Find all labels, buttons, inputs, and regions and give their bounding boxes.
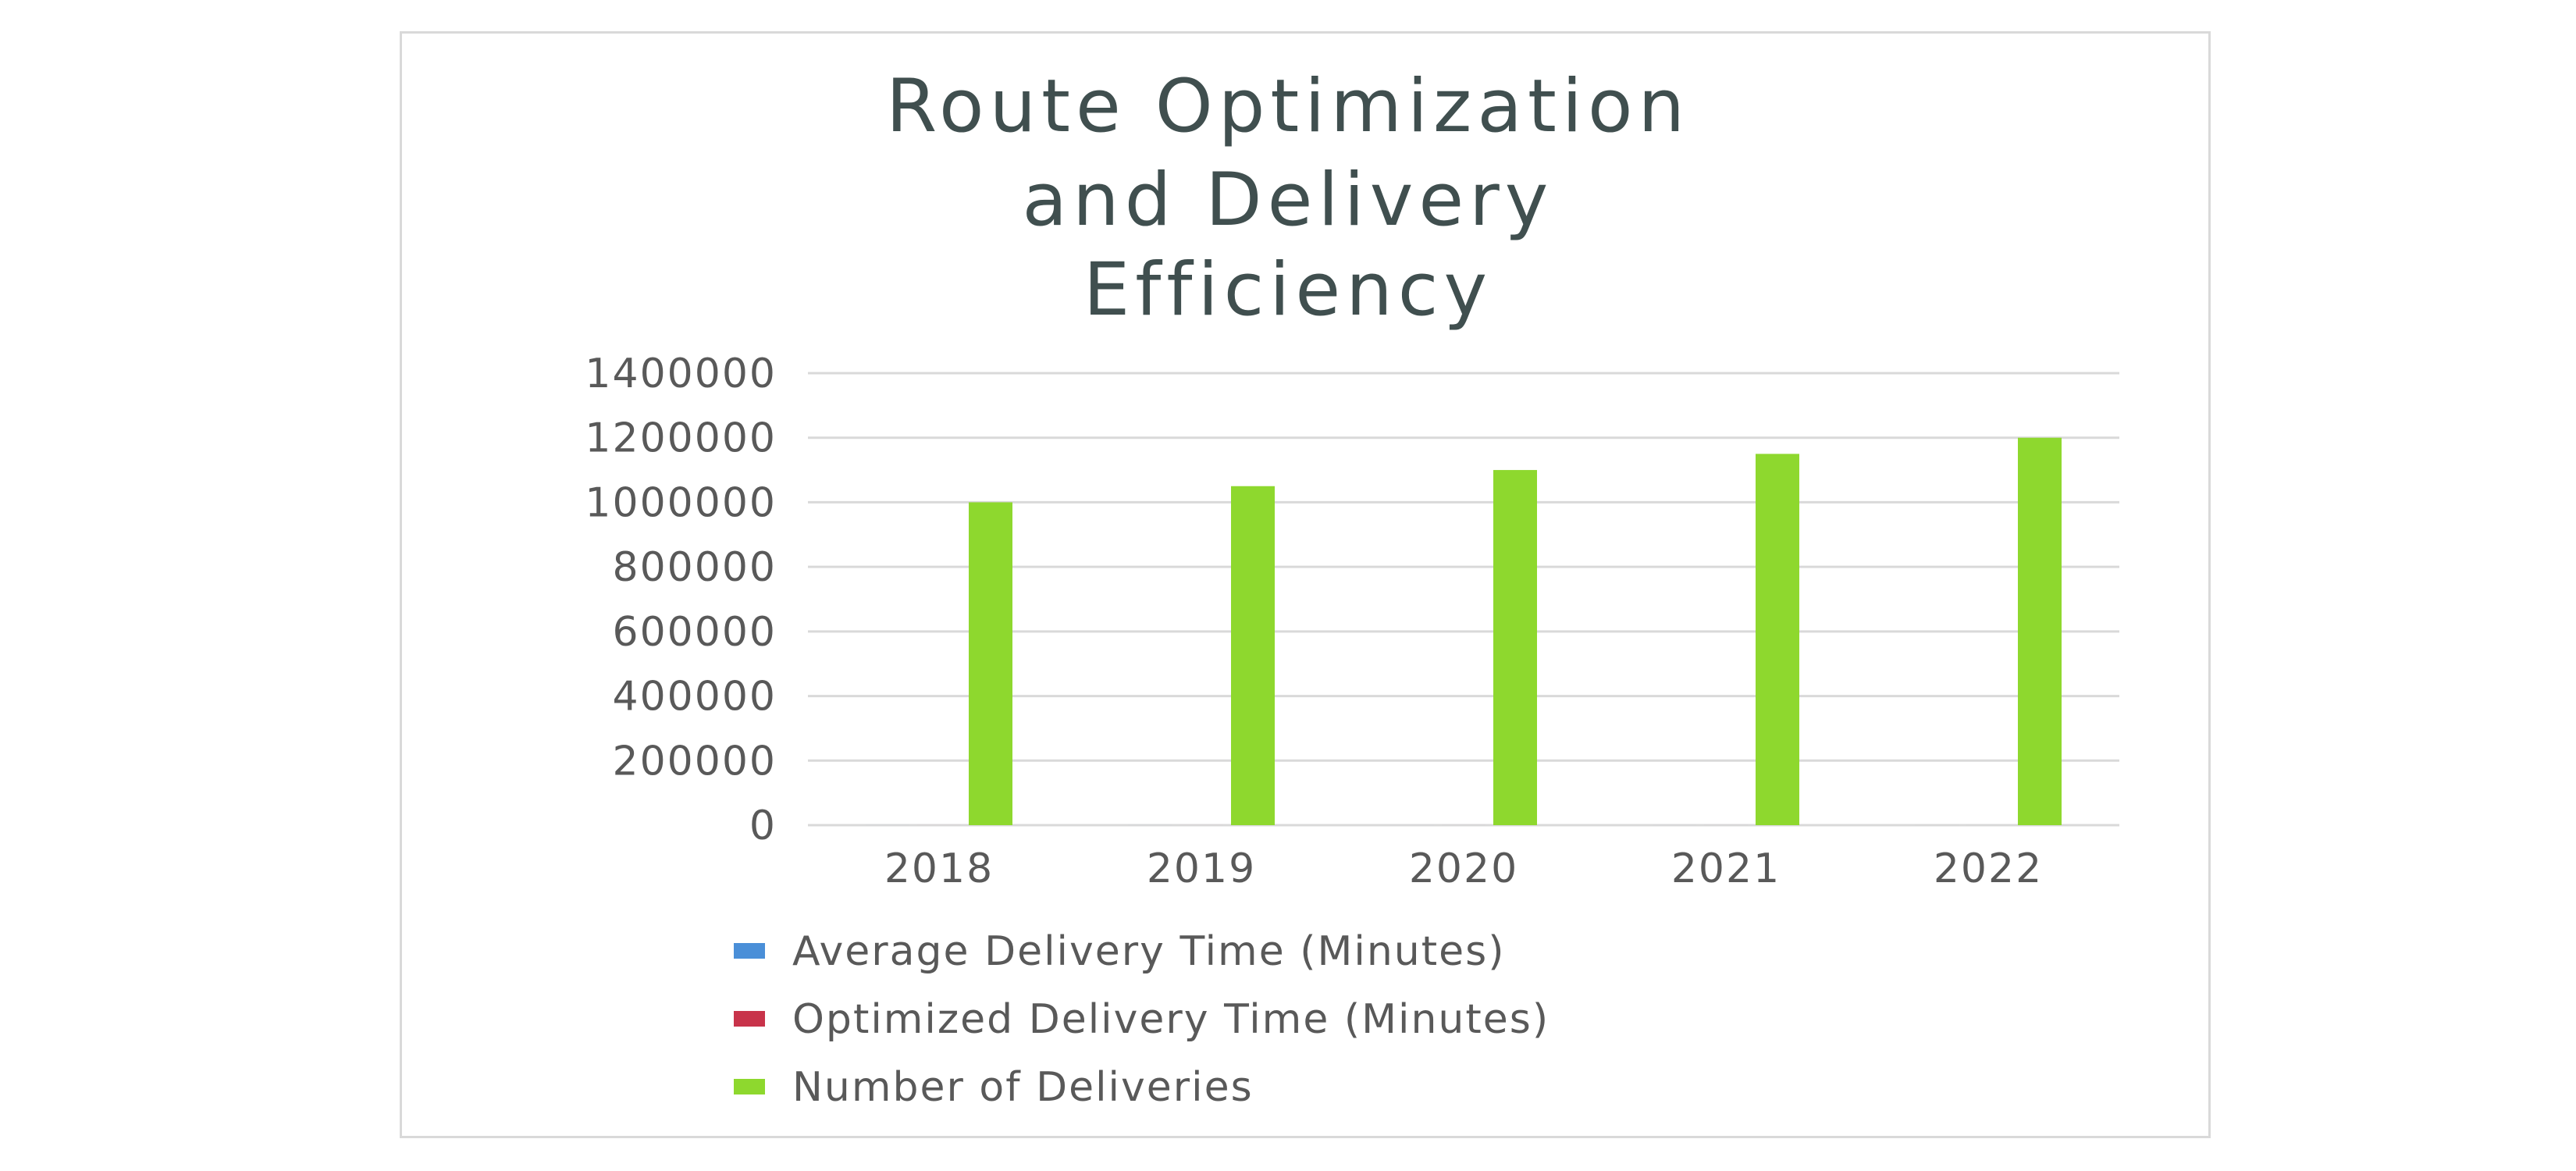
y-tick-label-6: 1200000 bbox=[585, 415, 777, 462]
chart-title-line-1: Route Optimization bbox=[885, 64, 1691, 149]
x-tick-label-2020: 2020 bbox=[1409, 845, 1518, 892]
x-tick-label-2019: 2019 bbox=[1147, 845, 1256, 892]
y-axis-tick-labels: 0 200000 400000 600000 800000 1000000 1200000 1… bbox=[585, 351, 777, 849]
bar-series-2-2021 bbox=[1756, 454, 1799, 825]
y-tick-label-2: 400000 bbox=[612, 674, 777, 721]
y-tick-label-1: 200000 bbox=[612, 738, 777, 785]
y-tick-label-4: 800000 bbox=[612, 544, 777, 591]
bar-series-2-2019 bbox=[1231, 486, 1275, 825]
chart-title-line-3: Efficiency bbox=[1083, 247, 1493, 333]
legend-label-0: Average Delivery Time (Minutes) bbox=[792, 928, 1506, 975]
bars bbox=[866, 437, 2062, 825]
legend-swatch-0 bbox=[734, 943, 765, 959]
chart-area bbox=[400, 31, 2211, 1138]
y-tick-label-3: 600000 bbox=[612, 609, 777, 656]
legend: Average Delivery Time (Minutes) Optimized… bbox=[734, 928, 1550, 1111]
y-tick-label-7: 1400000 bbox=[585, 351, 777, 397]
y-tick-label-0: 0 bbox=[749, 803, 777, 849]
x-tick-label-2022: 2022 bbox=[1934, 845, 2043, 892]
x-tick-label-2018: 2018 bbox=[884, 845, 994, 892]
legend-label-1: Optimized Delivery Time (Minutes) bbox=[792, 996, 1550, 1043]
legend-swatch-2 bbox=[734, 1079, 765, 1094]
y-tick-label-5: 1000000 bbox=[585, 479, 777, 526]
chart-title-line-2: and Delivery bbox=[1022, 158, 1554, 243]
bar-series-2-2022 bbox=[2018, 437, 2062, 825]
bar-series-2-2020 bbox=[1493, 470, 1537, 825]
x-axis-tick-labels: 2018 2019 2020 2021 2022 bbox=[884, 845, 2043, 892]
bar-series-2-2018 bbox=[969, 502, 1012, 825]
x-tick-label-2021: 2021 bbox=[1671, 845, 1781, 892]
legend-swatch-1 bbox=[734, 1011, 765, 1027]
legend-label-2: Number of Deliveries bbox=[792, 1064, 1254, 1111]
